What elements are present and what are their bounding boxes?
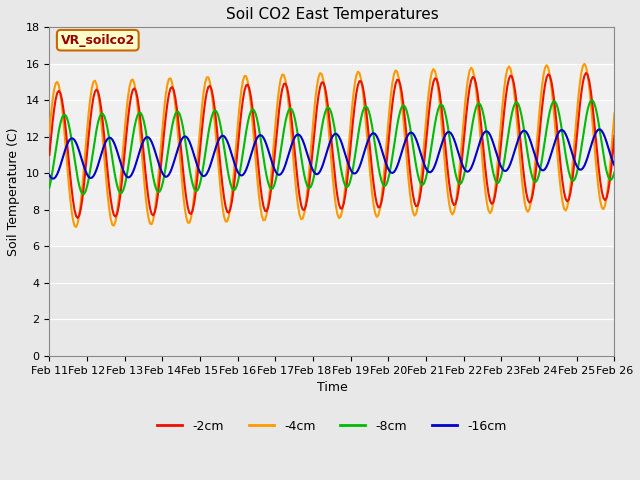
- Title: Soil CO2 East Temperatures: Soil CO2 East Temperatures: [225, 7, 438, 22]
- Legend: -2cm, -4cm, -8cm, -16cm: -2cm, -4cm, -8cm, -16cm: [152, 415, 511, 438]
- Bar: [49, 64, 614, 246]
- X-axis label: Time: Time: [317, 381, 348, 394]
- Y-axis label: Soil Temperature (C): Soil Temperature (C): [7, 127, 20, 256]
- Text: VR_soilco2: VR_soilco2: [61, 34, 135, 47]
